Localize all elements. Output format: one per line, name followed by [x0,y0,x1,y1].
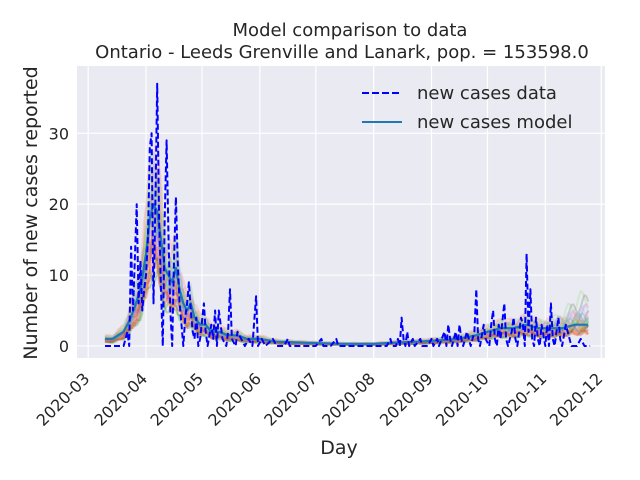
legend: new cases data new cases model [362,83,572,133]
legend-label-data: new cases data [417,83,557,104]
legend-label-model: new cases model [417,112,572,133]
x-axis-label: Day [320,437,358,459]
chart-title: Model comparison to data [233,20,468,41]
y-tick-label: 0 [59,337,69,356]
y-tick-label: 10 [49,266,69,285]
series-line-data [105,82,591,347]
y-ticks: 0 10 20 30 [49,124,69,356]
y-axis-label: Number of new cases reported [20,66,42,359]
series-lines [105,82,591,347]
y-tick-label: 20 [49,195,69,214]
y-tick-label: 30 [49,124,69,143]
grid-lines [77,66,605,358]
chart-subtitle: Ontario - Leeds Grenville and Lanark, po… [95,42,589,63]
